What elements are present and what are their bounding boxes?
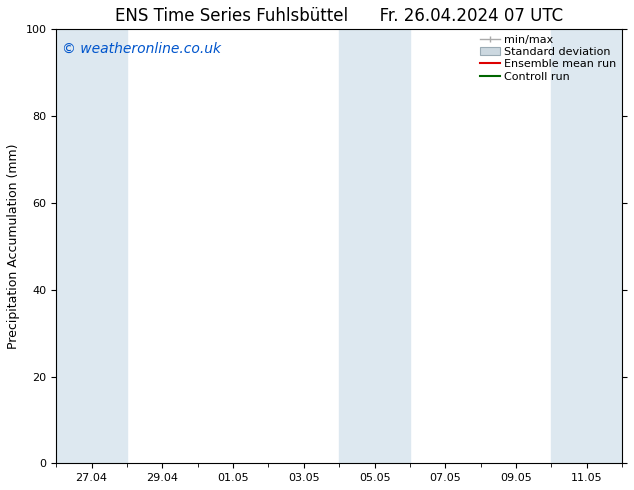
- Y-axis label: Precipitation Accumulation (mm): Precipitation Accumulation (mm): [7, 144, 20, 349]
- Title: ENS Time Series Fuhlsbüttel      Fr. 26.04.2024 07 UTC: ENS Time Series Fuhlsbüttel Fr. 26.04.20…: [115, 7, 563, 25]
- Bar: [339, 29, 410, 464]
- Legend: min/max, Standard deviation, Ensemble mean run, Controll run: min/max, Standard deviation, Ensemble me…: [478, 33, 619, 84]
- Bar: [552, 29, 622, 464]
- Bar: [56, 29, 127, 464]
- Text: © weatheronline.co.uk: © weatheronline.co.uk: [62, 42, 221, 56]
